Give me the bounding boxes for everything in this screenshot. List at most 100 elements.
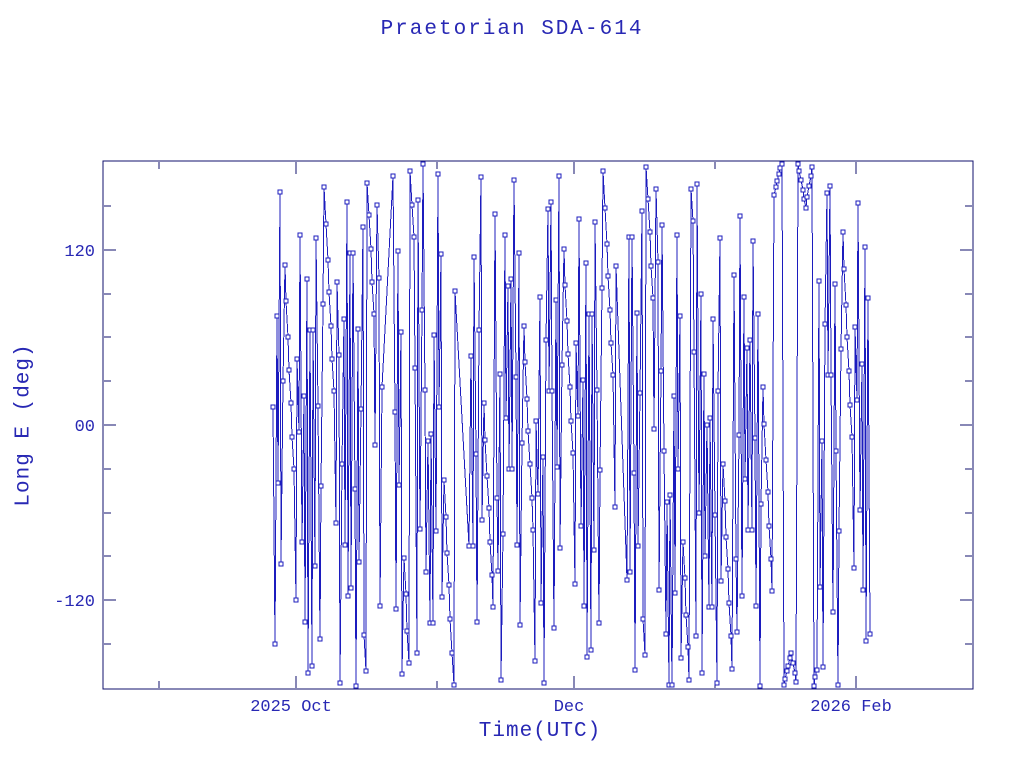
data-point-marker [420, 161, 426, 167]
data-point-marker [452, 288, 458, 294]
data-point-marker [393, 606, 399, 612]
data-point-marker [838, 346, 844, 352]
data-point-marker [631, 470, 637, 476]
data-point-marker [355, 326, 361, 332]
data-point-marker [532, 658, 538, 664]
data-point-marker [282, 262, 288, 268]
data-point-marker [820, 664, 826, 670]
data-point-marker [651, 426, 657, 432]
data-point-marker [533, 418, 539, 424]
data-point-marker [784, 668, 790, 674]
data-point-marker [793, 679, 799, 685]
data-point-marker [538, 600, 544, 606]
data-point-marker [371, 311, 377, 317]
data-point-marker [519, 440, 525, 446]
data-point-marker [280, 378, 286, 384]
data-point-marker [707, 415, 713, 421]
data-point-marker [356, 559, 362, 565]
plot-frame [102, 160, 974, 690]
data-point-marker [766, 523, 772, 529]
data-point-marker [478, 174, 484, 180]
data-point-marker [530, 527, 536, 533]
data-point-marker [431, 332, 437, 338]
data-point-marker [753, 603, 759, 609]
data-point-marker [819, 438, 825, 444]
data-point-marker [580, 377, 586, 383]
data-point-marker [822, 321, 828, 327]
data-point-marker [439, 594, 445, 600]
data-point-marker [430, 620, 436, 626]
data-point-marker [352, 486, 358, 492]
data-point-marker [487, 539, 493, 545]
data-point-marker [567, 384, 573, 390]
data-point-marker [867, 631, 873, 637]
data-point-marker [725, 566, 731, 572]
data-point-marker [565, 351, 571, 357]
data-point-marker [604, 241, 610, 247]
data-point-marker [806, 183, 812, 189]
data-point-marker [584, 654, 590, 660]
data-point-marker [321, 184, 327, 190]
data-point-marker [800, 187, 806, 193]
data-point-marker [559, 362, 565, 368]
data-point-marker [694, 181, 700, 187]
data-point-marker [337, 680, 343, 686]
data-point-marker [798, 177, 804, 183]
data-point-marker [655, 259, 661, 265]
data-point-marker [411, 234, 417, 240]
data-point-marker [787, 655, 793, 661]
data-point-marker [570, 450, 576, 456]
data-point-marker [830, 609, 836, 615]
data-point-marker [718, 578, 724, 584]
data-point-marker [377, 603, 383, 609]
data-point-marker [422, 387, 428, 393]
data-point-marker [407, 168, 413, 174]
y-tick-label: -120 [54, 593, 95, 612]
data-point-marker [374, 202, 380, 208]
data-point-marker [704, 422, 710, 428]
data-point-marker [575, 413, 581, 419]
data-point-marker [564, 318, 570, 324]
data-point-marker [607, 307, 613, 313]
data-point-marker [816, 278, 822, 284]
data-point-marker [613, 263, 619, 269]
data-point-marker [309, 663, 315, 669]
data-point-marker [446, 582, 452, 588]
data-point-marker [771, 192, 777, 198]
data-point-marker [782, 676, 788, 682]
data-point-marker [803, 205, 809, 211]
data-point-marker [663, 631, 669, 637]
data-point-marker [627, 569, 633, 575]
data-point-marker [473, 451, 479, 457]
data-point-marker [640, 616, 646, 622]
data-point-marker [605, 273, 611, 279]
data-point-marker [701, 371, 707, 377]
data-point-marker [769, 588, 775, 594]
data-point-marker [490, 604, 496, 610]
data-point-marker [474, 619, 480, 625]
data-point-marker [757, 683, 763, 689]
x-axis-title: Time(UTC) [478, 720, 602, 743]
data-point-marker [451, 682, 457, 688]
data-point-marker [283, 298, 289, 304]
data-point-marker [688, 186, 694, 192]
data-point-marker [809, 164, 815, 170]
data-point-marker [412, 365, 418, 371]
data-point-marker [511, 177, 517, 183]
data-point-marker [576, 216, 582, 222]
data-point-marker [341, 316, 347, 322]
data-point-marker [774, 178, 780, 184]
data-point-marker [294, 356, 300, 362]
data-point-marker [859, 361, 865, 367]
data-point-marker [508, 276, 514, 282]
data-point-marker [545, 206, 551, 212]
data-point-marker [470, 543, 476, 549]
data-point-marker [486, 505, 492, 511]
data-point-marker [524, 396, 530, 402]
data-point-marker [742, 476, 748, 482]
data-point-marker [696, 510, 702, 516]
data-point-marker [726, 600, 732, 606]
data-point-marker [857, 507, 863, 513]
x-tick-label: 2026 Feb [810, 698, 892, 717]
